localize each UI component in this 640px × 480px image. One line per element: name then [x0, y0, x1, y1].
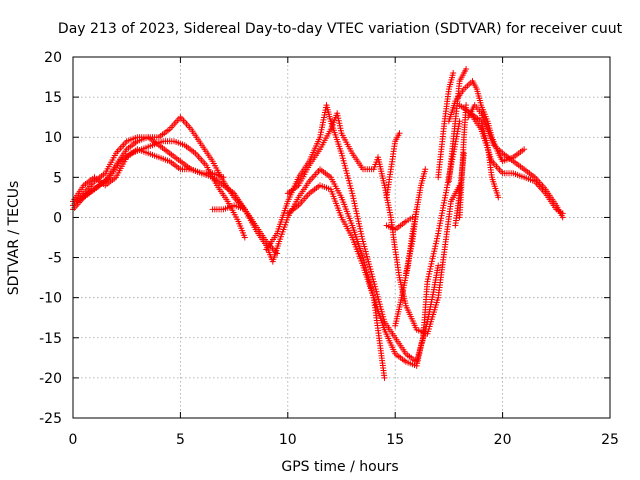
data-point	[427, 266, 434, 272]
y-tick-label: 0	[53, 210, 62, 226]
y-tick-label: 10	[44, 130, 62, 146]
data-point	[428, 258, 435, 265]
x-tick-label: 15	[386, 432, 404, 448]
plot-frame	[72, 56, 611, 419]
x-tick-label: 10	[279, 432, 297, 448]
y-tick-label: 15	[44, 90, 62, 106]
data-point	[363, 251, 370, 257]
series-arc-4	[74, 138, 248, 241]
data-markers	[70, 66, 566, 381]
series-arc-13	[435, 70, 457, 181]
data-point	[463, 102, 470, 109]
x-tick-label: 0	[69, 432, 78, 448]
series-arc-6	[263, 102, 463, 365]
data-point	[435, 262, 442, 269]
series-arc-8	[284, 182, 442, 369]
series-arc-3	[70, 146, 227, 205]
y-tick-label: 5	[53, 170, 62, 186]
y-tick-labels: -25 -20 -15 -10 -5 0 5 10 15 20	[39, 50, 62, 427]
data-point	[422, 166, 429, 173]
series-arc-18	[467, 110, 566, 217]
y-tick-label: -25	[39, 411, 62, 427]
x-tick-label: 5	[176, 432, 185, 448]
data-point	[430, 250, 437, 257]
data-point	[432, 243, 439, 250]
x-tick-label: 25	[601, 432, 619, 448]
data-point	[396, 130, 403, 137]
series-arc-1	[70, 134, 281, 257]
x-tick-labels: 0 5 10 15 20 25	[69, 432, 619, 448]
chart-title: Day 213 of 2023, Sidereal Day-to-day VTE…	[58, 21, 623, 37]
data-point	[521, 146, 528, 153]
data-point	[241, 234, 248, 241]
data-point	[495, 194, 502, 201]
data-point	[559, 210, 566, 217]
y-axis-label: SDTVAR / TECUs	[6, 181, 22, 296]
x-axis-label: GPS time / hours	[281, 459, 398, 475]
grid-lines	[73, 57, 610, 418]
y-tick-label: -10	[39, 291, 62, 307]
series-arc-12	[383, 214, 416, 233]
series-arc-10	[392, 206, 420, 329]
series-arc-20	[452, 150, 467, 229]
y-tick-label: -15	[39, 331, 62, 347]
data-point	[220, 174, 227, 181]
y-tick-label: -5	[48, 251, 62, 267]
data-point	[346, 180, 353, 187]
data-point	[450, 70, 457, 76]
data-point	[460, 150, 467, 157]
data-point	[358, 233, 365, 240]
data-point	[413, 206, 420, 213]
series-arc-7	[284, 110, 463, 337]
data-point	[463, 66, 470, 72]
series-arc-2	[70, 114, 248, 213]
data-point	[409, 214, 416, 221]
data-point	[434, 235, 440, 242]
y-tick-label: 20	[44, 50, 62, 66]
data-point	[373, 288, 380, 295]
y-tick-label: -20	[39, 371, 62, 387]
data-point	[381, 374, 388, 381]
series-arc-11	[383, 130, 403, 201]
x-tick-label: 20	[494, 432, 512, 448]
series-arc-5	[209, 166, 388, 381]
axis-ticks	[72, 56, 611, 419]
